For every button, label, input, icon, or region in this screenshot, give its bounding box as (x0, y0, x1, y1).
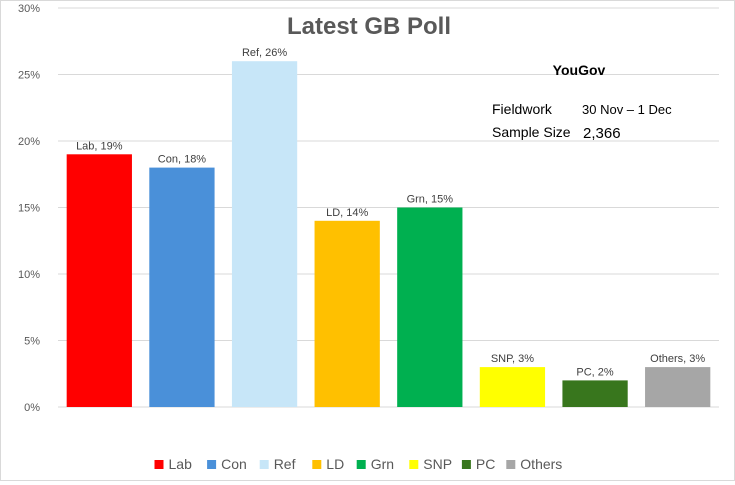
legend-swatch-grn (356, 460, 366, 469)
fieldwork-label: Fieldwork (492, 101, 553, 117)
bar-ref (231, 61, 298, 407)
legend-label-ref: Ref (274, 456, 296, 472)
data-label-ref: Ref, 26% (242, 47, 287, 59)
y-tick-label: 30% (18, 3, 40, 15)
sample-size-label: Sample Size (492, 124, 571, 140)
legend-label-lab: Lab (169, 456, 193, 472)
data-label-others: Others, 3% (650, 353, 705, 365)
bars (66, 61, 711, 407)
bar-con (149, 167, 215, 407)
data-label-snp: SNP, 3% (491, 353, 534, 365)
pollster-name: YouGov (553, 62, 606, 78)
bar-pc (562, 380, 628, 407)
bar-grn (397, 207, 463, 407)
legend-swatch-con (207, 460, 217, 469)
data-label-grn: Grn, 15% (407, 194, 454, 206)
legend-label-grn: Grn (371, 456, 394, 472)
legend-swatch-ref (259, 460, 269, 469)
legend-label-others: Others (520, 456, 562, 472)
y-tick-label: 0% (24, 402, 40, 414)
bar-others (645, 367, 711, 407)
chart-title: Latest GB Poll (287, 13, 451, 40)
legend-label-snp: SNP (423, 456, 452, 472)
legend-label-pc: PC (476, 456, 495, 472)
y-tick-label: 10% (18, 269, 40, 281)
bar-snp (479, 367, 546, 407)
fieldwork-value: 30 Nov – 1 Dec (582, 102, 672, 117)
bar-lab (66, 154, 132, 407)
legend-swatch-snp (409, 460, 419, 469)
data-label-lab: Lab, 19% (76, 140, 123, 152)
legend-swatch-others (506, 460, 516, 469)
y-axis-tick-labels: 0% 5% 10% 15% 20% 25% 30% (18, 3, 40, 414)
legend: Lab Con Ref LD Grn SNP PC Others (154, 456, 562, 472)
y-tick-label: 5% (24, 336, 40, 348)
data-label-pc: PC, 2% (576, 366, 614, 378)
data-label-ld: LD, 14% (326, 207, 368, 219)
y-tick-label: 15% (18, 203, 40, 215)
legend-label-ld: LD (326, 456, 344, 472)
legend-swatch-pc (461, 460, 471, 469)
legend-label-con: Con (221, 456, 247, 472)
y-tick-label: 20% (18, 136, 40, 148)
legend-swatch-ld (312, 460, 322, 469)
bar-ld (314, 220, 380, 407)
data-label-con: Con, 18% (158, 154, 207, 166)
data-labels: Lab, 19% Con, 18% Ref, 26% LD, 14% Grn, 15% S… (76, 47, 705, 378)
y-tick-label: 25% (18, 70, 40, 82)
sample-size-value: 2,366 (583, 125, 621, 142)
legend-swatch-lab (154, 460, 164, 469)
